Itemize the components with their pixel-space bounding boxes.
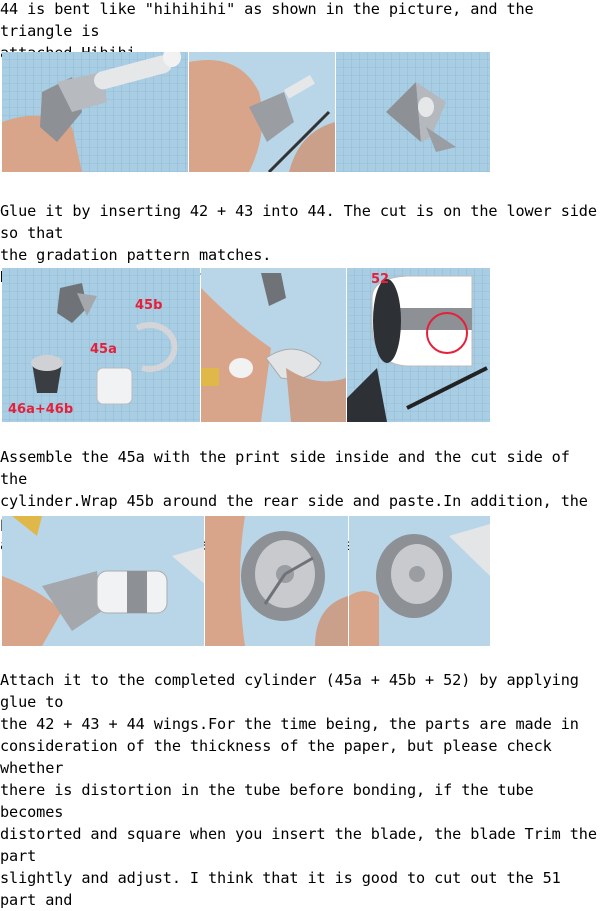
photo-row-2: 45b 45a 46a+46b 52 (2, 268, 490, 422)
paragraph-4: Attach it to the completed cylinder (45a… (0, 671, 597, 909)
photo-1a (2, 52, 188, 172)
photo-1c (336, 52, 490, 172)
photo-2a: 45b 45a 46a+46b (2, 268, 200, 422)
photo-row-3 (2, 516, 490, 646)
photo-2b (201, 268, 346, 422)
label-46a-46b: 46a+46b (8, 402, 74, 417)
photo-2c: 52 (347, 268, 490, 422)
label-45a: 45a (90, 342, 117, 357)
label-45b: 45b (135, 298, 163, 313)
photo-1b (189, 52, 335, 172)
label-52: 52 (371, 272, 390, 287)
photo-3a (2, 516, 204, 646)
photo-3c (349, 516, 490, 646)
photo-3b (205, 516, 348, 646)
photo-row-1 (2, 52, 490, 172)
